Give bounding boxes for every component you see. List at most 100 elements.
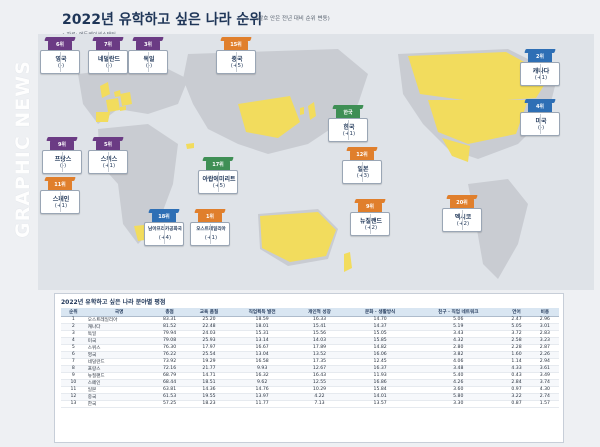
table-cell: 18.51	[186, 379, 232, 387]
table-cell: 3.22	[502, 393, 531, 401]
table-cell: 76.22	[152, 351, 187, 359]
table-cell: 16.67	[231, 344, 293, 352]
rank-cap: 5위	[96, 140, 120, 150]
table-cell: 3.01	[530, 323, 559, 331]
rank-change: (-)	[57, 63, 65, 69]
rank-change: (+1)	[102, 163, 116, 169]
rank-change: (+5)	[230, 63, 244, 69]
page-title: 2022년 유학하고 싶은 나라 순위	[62, 12, 263, 28]
country-name: 독일	[143, 56, 155, 63]
rank-book: 뉴질랜드 (+2)	[350, 212, 390, 236]
rank-cap: 2위	[528, 52, 552, 62]
table-cell: 16.06	[346, 351, 415, 359]
country-name: 오스트레일리아	[196, 227, 226, 232]
rank-change: (-)	[537, 125, 545, 131]
table-cell: 16.43	[292, 372, 347, 380]
table-cell: 13.04	[231, 351, 293, 359]
map-new-zealand	[344, 252, 352, 272]
table-cell: 4.26	[414, 379, 503, 387]
table-cell: 0.97	[502, 386, 531, 394]
country-name: 영국	[55, 56, 67, 63]
table-header-row: 순위 국명 총점 교육 품질 직업획득 발전 개인적 성장 문화 · 생활방식 친구 · 직업…	[61, 308, 559, 317]
rank-change: (+5)	[212, 183, 226, 189]
rank-book: 오스트레일리아 (+1)	[190, 222, 230, 246]
table-cell: 14.03	[292, 337, 347, 345]
table-cell: 68.79	[152, 372, 187, 380]
country-name: 네덜란드	[97, 56, 121, 63]
table-cell: 3.23	[530, 337, 559, 345]
table-cell: 3.74	[530, 379, 559, 387]
table-cell: 11	[61, 386, 86, 394]
table-cell: 4.06	[414, 358, 503, 366]
country-name: 뉴질랜드	[359, 218, 383, 225]
rank-card: 20위 멕시코 (+2)	[442, 198, 482, 234]
table-cell: 18.01	[231, 323, 293, 331]
table-cell: 뉴질랜드	[85, 372, 153, 380]
rank-cap: 1위	[198, 212, 222, 222]
map-switzerland	[120, 106, 126, 111]
rank-change: (+3)	[356, 173, 370, 179]
rank-change: (+4)	[158, 235, 172, 241]
country-name: 스위스	[100, 156, 118, 163]
rank-card: 17위 아랍에미리트 (+5)	[198, 160, 238, 196]
table-row: 11 일본 63.81 14.36 14.76 10.29 15.84 3.60 0.97 4.3…	[61, 386, 559, 394]
table-row: 7 네덜란드 73.92 19.29 16.58 17.35 12.45 4.06 1.14 2.…	[61, 358, 559, 366]
table-row: 10 스페인 68.44 18.51 9.62 12.55 16.86 4.26 2.84 3.7…	[61, 379, 559, 387]
table-cell: 6	[61, 351, 86, 359]
table-header-cell: 개인적 성장	[292, 308, 347, 317]
map-japan	[308, 102, 316, 120]
table-cell: 5.05	[502, 323, 531, 331]
table-cell: 2.84	[502, 379, 531, 387]
rank-card: 6위 영국 (-)	[40, 40, 80, 76]
rank-card: 15위 중국 (+5)	[216, 40, 256, 76]
table-title: 2022년 유학하고 싶은 나라 분야별 평점	[61, 299, 166, 306]
table-cell: 1	[61, 316, 86, 324]
country-name: 남아프리카공화국	[148, 227, 182, 232]
table-cell: 14.71	[186, 372, 232, 380]
table-cell: 9.93	[231, 365, 293, 373]
rank-change: (+1)	[54, 203, 68, 209]
rank-cap: 18위	[152, 212, 176, 222]
table-cell: 2.74	[530, 393, 559, 401]
rank-book: 독일 (-)	[128, 50, 168, 74]
table-cell: 4.22	[292, 393, 347, 401]
table-cell: 2.94	[530, 358, 559, 366]
country-name: 미국	[535, 118, 547, 125]
rank-cap: 9위	[358, 202, 382, 212]
table-cell: 11.93	[346, 372, 415, 380]
table-cell: 독일	[85, 330, 153, 338]
table-cell: 2.87	[530, 344, 559, 352]
table-cell: 0.87	[502, 400, 531, 408]
table-cell: 4	[61, 337, 86, 345]
table-cell: 영국	[85, 351, 153, 359]
table-cell: 오스트레일리아	[85, 316, 153, 324]
table-row: 3 독일 79.94 24.03 15.31 15.56 15.05 3.43 3.72 2.83	[61, 330, 559, 338]
table-header-cell: 언어	[502, 308, 531, 317]
table-body: 1 오스트레일리아 83.31 25.20 18.59 16.33 14.70 5.06 2.4…	[61, 316, 559, 408]
table-cell: 72.16	[152, 365, 187, 373]
table-cell: 7	[61, 358, 86, 366]
table-cell: 16.33	[292, 316, 347, 324]
table-cell: 9	[61, 372, 86, 380]
table-cell: 9.62	[231, 379, 293, 387]
rank-book: 한국 (+1)	[328, 118, 368, 142]
table-cell: 21.77	[186, 365, 232, 373]
table-cell: 1.60	[502, 351, 531, 359]
rank-cap: 7위	[96, 40, 120, 50]
rank-change: (+2)	[456, 221, 470, 227]
table-cell: 18.59	[231, 316, 293, 324]
table-cell: 12.45	[346, 358, 415, 366]
table-cell: 13.57	[346, 400, 415, 408]
table-header-cell: 순위	[61, 308, 86, 317]
map-canada	[408, 52, 550, 102]
table-cell: 14.37	[346, 323, 415, 331]
land-south-america	[468, 179, 528, 279]
map-germany	[120, 92, 132, 106]
table-cell: 3.43	[414, 330, 503, 338]
country-name: 스페인	[52, 196, 70, 203]
table-cell: 11.77	[231, 400, 293, 408]
rank-book: 멕시코 (+2)	[442, 208, 482, 232]
score-table-panel: 2022년 유학하고 싶은 나라 분야별 평점 순위 국명 총점 교육 품질 직업획득 …	[54, 293, 564, 443]
rank-card: 9위 뉴질랜드 (+2)	[350, 202, 390, 238]
table-cell: 15.41	[292, 323, 347, 331]
